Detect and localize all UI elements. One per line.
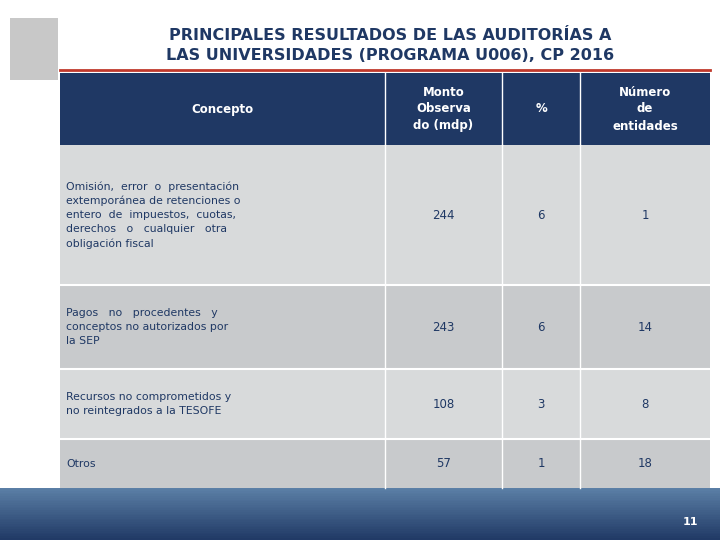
FancyBboxPatch shape	[0, 507, 720, 509]
Text: Concepto: Concepto	[192, 103, 253, 116]
FancyBboxPatch shape	[0, 508, 720, 510]
Text: %: %	[535, 103, 547, 116]
FancyBboxPatch shape	[0, 529, 720, 531]
FancyBboxPatch shape	[0, 536, 720, 538]
FancyBboxPatch shape	[0, 498, 720, 500]
FancyBboxPatch shape	[0, 519, 720, 521]
Text: 108: 108	[433, 398, 454, 411]
FancyBboxPatch shape	[0, 515, 720, 517]
FancyBboxPatch shape	[60, 145, 710, 285]
FancyBboxPatch shape	[0, 524, 720, 526]
FancyBboxPatch shape	[0, 488, 720, 490]
FancyBboxPatch shape	[0, 492, 720, 495]
FancyBboxPatch shape	[0, 521, 720, 523]
Text: PRINCIPALES RESULTADOS DE LAS AUDITORÍAS A: PRINCIPALES RESULTADOS DE LAS AUDITORÍAS…	[168, 28, 611, 43]
Text: 243: 243	[432, 321, 455, 334]
Text: 3: 3	[537, 398, 545, 411]
FancyBboxPatch shape	[0, 491, 720, 493]
Text: 57: 57	[436, 457, 451, 470]
Text: LAS UNIVERSIDADES (PROGRAMA U006), CP 2016: LAS UNIVERSIDADES (PROGRAMA U006), CP 20…	[166, 49, 614, 64]
FancyBboxPatch shape	[0, 510, 720, 512]
FancyBboxPatch shape	[0, 532, 720, 535]
Text: Omisión,  error  o  presentación
extemporánea de retenciones o
entero  de  impue: Omisión, error o presentación extemporán…	[66, 181, 240, 249]
Text: 18: 18	[638, 457, 652, 470]
Text: 8: 8	[642, 398, 649, 411]
FancyBboxPatch shape	[0, 489, 720, 491]
Text: Número
de
entidades: Número de entidades	[612, 85, 678, 132]
Text: Otros: Otros	[66, 459, 96, 469]
Text: Recursos no comprometidos y
no reintegrados a la TESOFE: Recursos no comprometidos y no reintegra…	[66, 393, 231, 416]
FancyBboxPatch shape	[0, 534, 720, 537]
Text: 14: 14	[637, 321, 652, 334]
FancyBboxPatch shape	[0, 525, 720, 528]
FancyBboxPatch shape	[60, 285, 710, 369]
FancyBboxPatch shape	[0, 503, 720, 505]
FancyBboxPatch shape	[0, 522, 720, 524]
Text: Monto
Observa
do (mdp): Monto Observa do (mdp)	[413, 85, 474, 132]
Text: 6: 6	[537, 208, 545, 221]
FancyBboxPatch shape	[0, 495, 720, 497]
FancyBboxPatch shape	[0, 496, 720, 498]
FancyBboxPatch shape	[0, 512, 720, 514]
Text: 11: 11	[683, 517, 698, 527]
FancyBboxPatch shape	[10, 18, 58, 80]
FancyBboxPatch shape	[60, 440, 710, 488]
Text: 244: 244	[432, 208, 455, 221]
Text: Pagos   no   procedentes   y
conceptos no autorizados por
la SEP: Pagos no procedentes y conceptos no auto…	[66, 308, 228, 346]
Text: 6: 6	[537, 321, 545, 334]
FancyBboxPatch shape	[0, 500, 720, 502]
FancyBboxPatch shape	[0, 505, 720, 507]
FancyBboxPatch shape	[0, 538, 720, 540]
Text: 1: 1	[642, 208, 649, 221]
FancyBboxPatch shape	[0, 517, 720, 519]
FancyBboxPatch shape	[0, 531, 720, 533]
FancyBboxPatch shape	[60, 73, 710, 145]
FancyBboxPatch shape	[0, 514, 720, 516]
FancyBboxPatch shape	[0, 528, 720, 530]
FancyBboxPatch shape	[0, 501, 720, 504]
Text: 1: 1	[537, 457, 545, 470]
FancyBboxPatch shape	[60, 369, 710, 440]
